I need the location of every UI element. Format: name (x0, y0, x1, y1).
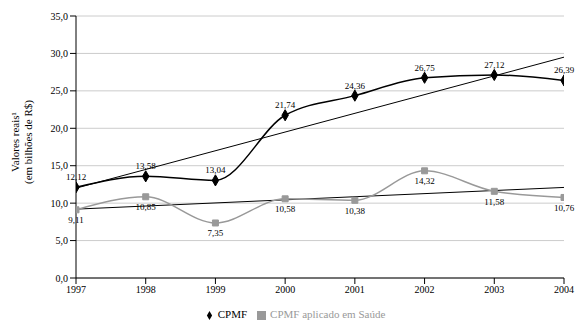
svg-text:13,04: 13,04 (205, 165, 226, 175)
svg-text:10,38: 10,38 (345, 206, 366, 216)
html-text:CPMF aplicado em Saúde: CPMF aplicado em Saúde (270, 308, 386, 320)
html-text:(em bilhões de R$): (em bilhões de R$) (22, 100, 34, 184)
svg-text:35,0: 35,0 (51, 11, 69, 22)
svg-text:20,0: 20,0 (51, 123, 69, 134)
svg-text:10,0: 10,0 (51, 198, 69, 209)
svg-text:2002: 2002 (415, 284, 435, 295)
html-text:Valores reais¹: Valores reais¹ (9, 112, 21, 172)
svg-text:21,74: 21,74 (275, 100, 296, 110)
svg-text:12,12: 12,12 (66, 172, 86, 182)
svg-text:26,39: 26,39 (554, 65, 575, 75)
svg-text:9,11: 9,11 (68, 215, 83, 225)
svg-text:13,58: 13,58 (136, 161, 157, 171)
svg-text:25,0: 25,0 (51, 85, 69, 96)
svg-text:30,0: 30,0 (51, 48, 69, 59)
svg-text:11,58: 11,58 (484, 197, 504, 207)
svg-text:24,36: 24,36 (345, 81, 366, 91)
svg-text:27,12: 27,12 (484, 60, 504, 70)
svg-text:10,76: 10,76 (554, 203, 575, 213)
svg-text:7,35: 7,35 (208, 228, 224, 238)
svg-text:1997: 1997 (66, 284, 86, 295)
svg-text:10,58: 10,58 (275, 204, 296, 214)
svg-text:5,0: 5,0 (56, 235, 69, 246)
svg-text:10,85: 10,85 (136, 202, 157, 212)
svg-text:14,32: 14,32 (414, 176, 434, 186)
svg-text:26,75: 26,75 (414, 63, 435, 73)
svg-text:0,0: 0,0 (56, 273, 69, 284)
svg-text:1998: 1998 (136, 284, 156, 295)
svg-text:1999: 1999 (205, 284, 225, 295)
svg-text:2000: 2000 (275, 284, 295, 295)
svg-text:2003: 2003 (484, 284, 504, 295)
svg-text:2004: 2004 (554, 284, 574, 295)
html-text:CPMF: CPMF (217, 308, 248, 320)
svg-text:2001: 2001 (345, 284, 365, 295)
svg-text:15,0: 15,0 (51, 160, 69, 171)
